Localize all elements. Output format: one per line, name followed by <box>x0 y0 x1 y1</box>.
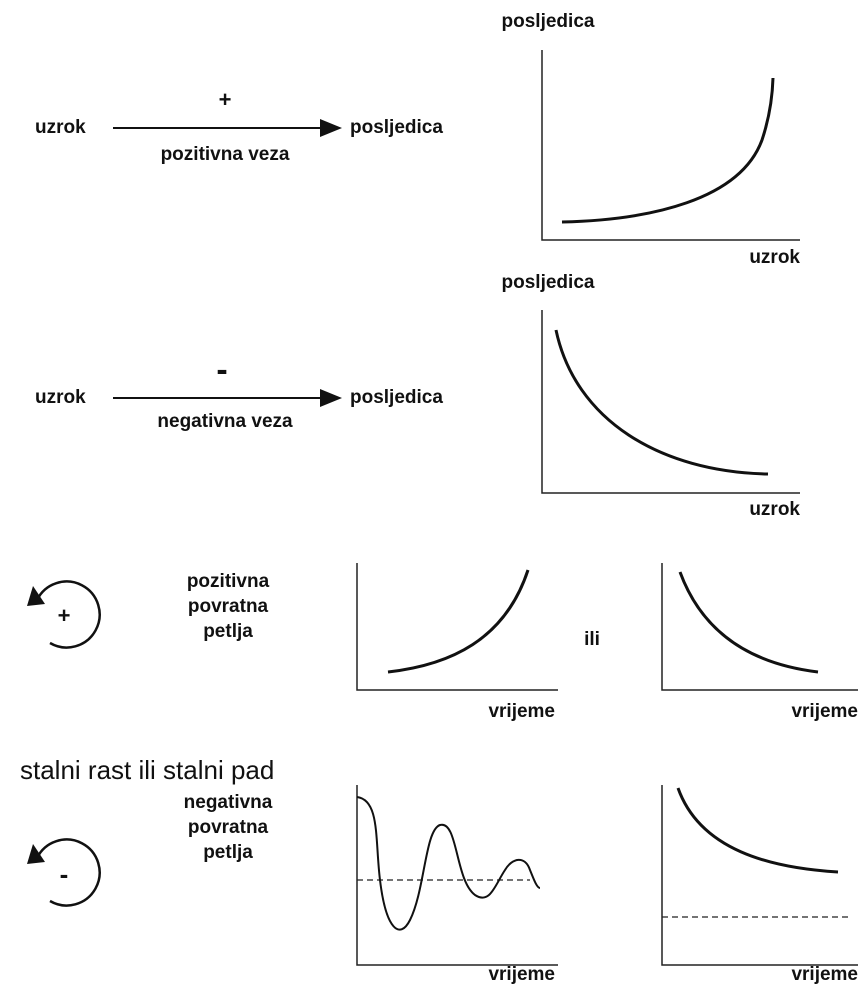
connector: ili <box>584 629 600 650</box>
link-label: negativna veza <box>157 411 293 432</box>
x-label: vrijeme <box>791 964 858 985</box>
loop-icon <box>35 580 101 649</box>
y-label: posljedica <box>502 272 595 293</box>
sign: + <box>219 87 232 112</box>
curve <box>356 796 541 931</box>
link-label: pozitivna veza <box>161 144 290 165</box>
curve <box>561 77 775 224</box>
cause: uzrok <box>35 387 86 408</box>
loop-label: povratna <box>188 596 269 617</box>
sign: - <box>216 351 227 389</box>
axes <box>541 310 800 494</box>
x-label: vrijeme <box>488 701 555 722</box>
loop-label: pozitivna <box>187 571 270 592</box>
effect: posljedica <box>350 387 443 408</box>
x-label: uzrok <box>749 247 800 268</box>
arrow-head <box>320 119 342 137</box>
curve <box>676 787 839 874</box>
cause: uzrok <box>35 117 86 138</box>
y-label: posljedica <box>502 11 595 32</box>
x-label: vrijeme <box>791 701 858 722</box>
axes <box>541 50 800 241</box>
x-label: uzrok <box>749 499 800 520</box>
sign: + <box>58 603 71 628</box>
axes <box>661 563 858 691</box>
loop-label: povratna <box>188 817 269 838</box>
curve <box>387 569 530 674</box>
loop-label: petlja <box>203 621 253 642</box>
axes <box>356 785 558 966</box>
loop-arrow-head <box>27 586 45 606</box>
x-label: vrijeme <box>488 964 555 985</box>
caption: stalni rast ili stalni pad <box>20 755 274 785</box>
loop-label: petlja <box>203 842 253 863</box>
curve <box>554 329 769 476</box>
loop-arrow-head <box>27 844 45 864</box>
axes <box>661 785 858 966</box>
axes <box>356 563 558 691</box>
loop-label: negativna <box>184 792 273 813</box>
effect: posljedica <box>350 117 443 138</box>
sign: - <box>60 859 69 889</box>
loop-icon <box>35 838 101 907</box>
curve <box>678 571 819 674</box>
arrow-head <box>320 389 342 407</box>
